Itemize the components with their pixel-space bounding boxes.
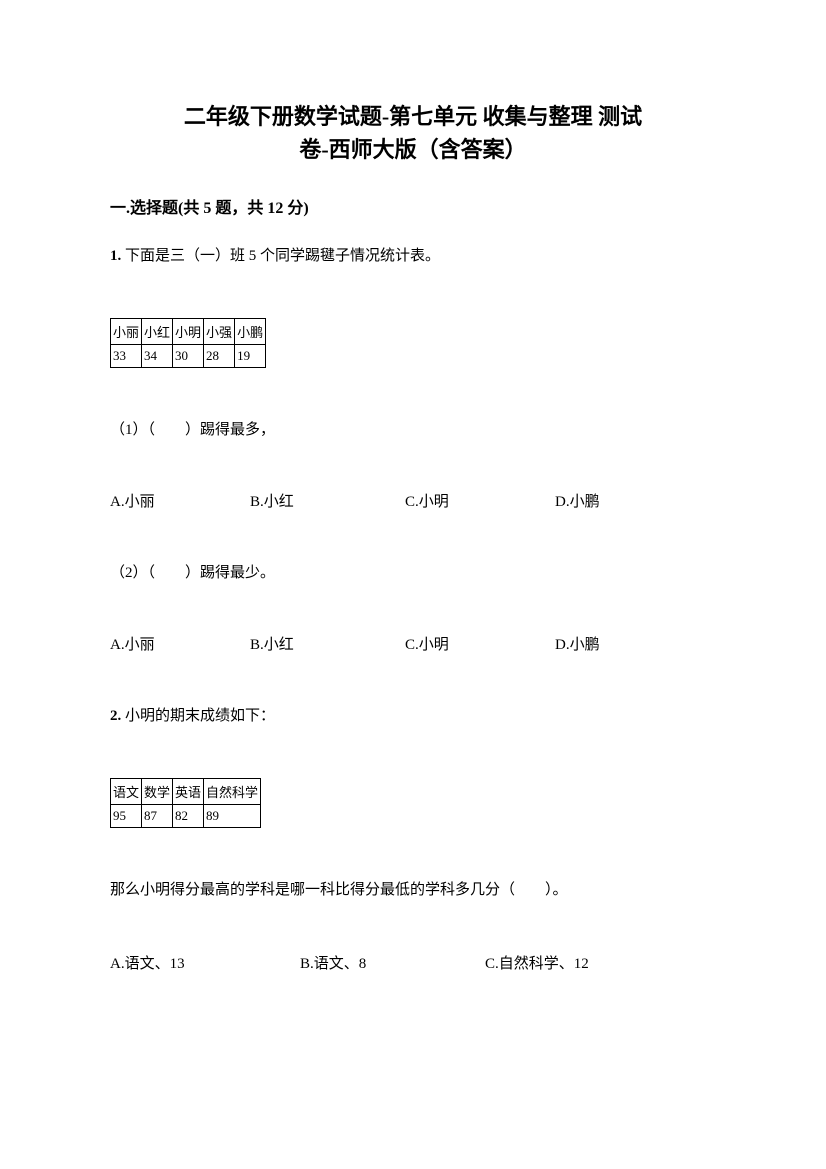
table-cell: 28 (204, 345, 235, 368)
table-cell: 小强 (204, 319, 235, 345)
q1-sub2-options: A.小丽 B.小红 C.小明 D.小鹏 (110, 633, 716, 654)
option-c: C.小明 (405, 633, 555, 654)
option-d: D.小鹏 (555, 633, 600, 654)
table-cell: 34 (142, 345, 173, 368)
option-b: B.语文、8 (300, 952, 485, 973)
q1-intro-text: 下面是三（一）班 5 个同学踢毽子情况统计表。 (121, 248, 440, 264)
option-c: C.小明 (405, 490, 555, 511)
title-line-1: 二年级下册数学试题-第七单元 收集与整理 测试 (184, 104, 642, 129)
q2-intro-text: 小明的期末成绩如下： (121, 708, 275, 724)
table-cell: 自然科学 (204, 779, 261, 805)
title-line-2: 卷-西师大版（含答案） (299, 137, 526, 162)
option-c: C.自然科学、12 (485, 952, 589, 973)
option-d: D.小鹏 (555, 490, 600, 511)
q1-intro: 1. 下面是三（一）班 5 个同学踢毽子情况统计表。 (110, 244, 716, 268)
option-b: B.小红 (250, 490, 405, 511)
table-cell: 33 (111, 345, 142, 368)
table-cell: 数学 (142, 779, 173, 805)
q2-options: A.语文、13 B.语文、8 C.自然科学、12 (110, 952, 716, 973)
q2-number: 2. (110, 708, 121, 724)
table-cell: 87 (142, 805, 173, 828)
q2-table: 语文 数学 英语 自然科学 95 87 82 89 (110, 778, 261, 828)
section-header: 一.选择题(共 5 题，共 12 分) (110, 194, 716, 218)
page-title: 二年级下册数学试题-第七单元 收集与整理 测试 卷-西师大版（含答案） (110, 100, 716, 166)
table-header-row: 语文 数学 英语 自然科学 (111, 779, 261, 805)
table-data-row: 95 87 82 89 (111, 805, 261, 828)
table-cell: 小明 (173, 319, 204, 345)
table-cell: 30 (173, 345, 204, 368)
option-b: B.小红 (250, 633, 405, 654)
table-cell: 小丽 (111, 319, 142, 345)
q1-sub2: （2）（ ）踢得最少。 (110, 561, 716, 585)
table-cell: 英语 (173, 779, 204, 805)
table-cell: 89 (204, 805, 261, 828)
q1-table: 小丽 小红 小明 小强 小鹏 33 34 30 28 19 (110, 318, 266, 368)
q1-number: 1. (110, 248, 121, 264)
table-cell: 82 (173, 805, 204, 828)
table-cell: 小鹏 (235, 319, 266, 345)
table-data-row: 33 34 30 28 19 (111, 345, 266, 368)
table-cell: 19 (235, 345, 266, 368)
option-a: A.小丽 (110, 633, 250, 654)
q2-followup: 那么小明得分最高的学科是哪一科比得分最低的学科多几分（ ）。 (110, 878, 716, 902)
option-a: A.小丽 (110, 490, 250, 511)
q1-sub1: （1）（ ）踢得最多， (110, 418, 716, 442)
table-cell: 95 (111, 805, 142, 828)
table-cell: 小红 (142, 319, 173, 345)
q1-sub1-options: A.小丽 B.小红 C.小明 D.小鹏 (110, 490, 716, 511)
option-a: A.语文、13 (110, 952, 300, 973)
table-header-row: 小丽 小红 小明 小强 小鹏 (111, 319, 266, 345)
table-cell: 语文 (111, 779, 142, 805)
q2-intro: 2. 小明的期末成绩如下： (110, 704, 716, 728)
